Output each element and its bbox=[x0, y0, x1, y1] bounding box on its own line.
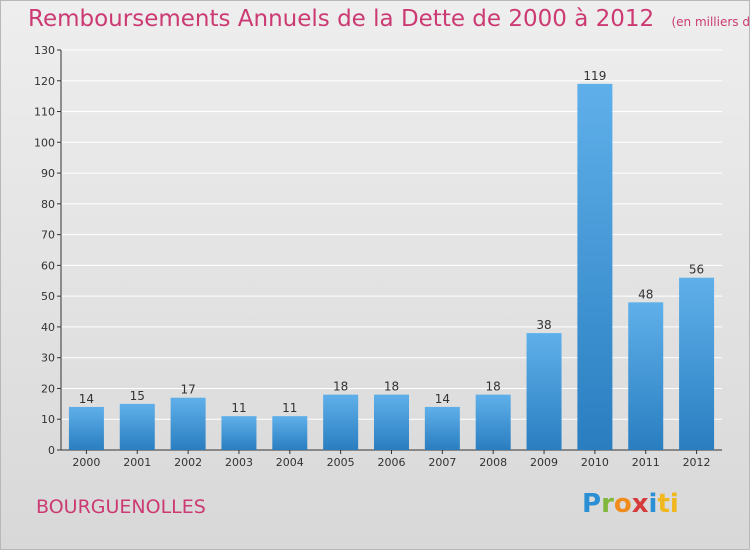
bar[interactable] bbox=[679, 277, 715, 450]
bars bbox=[68, 83, 715, 450]
commune-name: BOURGUENOLLES bbox=[36, 496, 206, 518]
bar-value-label: 48 bbox=[638, 287, 653, 301]
x-tick-label: 2007 bbox=[428, 456, 456, 469]
logo-letter: r bbox=[601, 489, 614, 519]
x-tick-label: 2008 bbox=[479, 456, 507, 469]
y-tick-label: 130 bbox=[34, 44, 55, 57]
y-tick-label: 120 bbox=[34, 75, 55, 88]
bar-value-label: 18 bbox=[486, 380, 501, 394]
proxiti-logo[interactable]: Proxiti bbox=[582, 489, 679, 519]
bar[interactable] bbox=[374, 394, 409, 450]
y-tick-label: 110 bbox=[34, 106, 55, 119]
bar-value-label: 18 bbox=[384, 380, 399, 394]
bar[interactable] bbox=[424, 406, 460, 450]
bar[interactable] bbox=[221, 416, 257, 450]
bar-value-label: 56 bbox=[689, 263, 704, 277]
x-tick-label: 2002 bbox=[174, 456, 202, 469]
bar-value-label: 11 bbox=[282, 401, 297, 415]
bar-value-label: 11 bbox=[231, 401, 246, 415]
x-tick-label: 2001 bbox=[123, 456, 151, 469]
y-tick-label: 30 bbox=[41, 352, 55, 365]
x-tick-label: 2006 bbox=[378, 456, 406, 469]
chart-title-text: Remboursements Annuels de la Dette de 20… bbox=[28, 6, 655, 32]
y-tick-label: 90 bbox=[41, 167, 55, 180]
logo-letter: o bbox=[613, 489, 632, 519]
logo-letter: P bbox=[582, 489, 602, 519]
bar-value-label: 15 bbox=[130, 389, 145, 403]
bar[interactable] bbox=[577, 83, 613, 450]
y-tick-label: 40 bbox=[41, 321, 55, 334]
bar-value-label: 119 bbox=[583, 69, 606, 83]
logo-letter: ti bbox=[657, 489, 679, 519]
bar-value-label: 38 bbox=[536, 318, 551, 332]
chart-title: Remboursements Annuels de la Dette de 20… bbox=[28, 6, 750, 32]
bar[interactable] bbox=[526, 333, 562, 450]
y-tick-label: 70 bbox=[41, 229, 55, 242]
bar-value-label: 18 bbox=[333, 380, 348, 394]
bar-value-label: 14 bbox=[79, 392, 94, 406]
x-tick-label: 2011 bbox=[632, 456, 660, 469]
bar-value-label: 17 bbox=[180, 383, 195, 397]
bar[interactable] bbox=[628, 302, 664, 450]
x-tick-label: 2000 bbox=[72, 456, 100, 469]
y-tick-label: 50 bbox=[41, 290, 55, 303]
chart-unit: (en milliers d'€) bbox=[671, 15, 750, 29]
y-tick-label: 100 bbox=[34, 136, 55, 149]
y-tick-label: 80 bbox=[41, 198, 55, 211]
y-tick-label: 60 bbox=[41, 259, 55, 272]
bar[interactable] bbox=[170, 397, 206, 450]
y-tick-label: 0 bbox=[48, 444, 55, 457]
logo-letter: i bbox=[648, 489, 658, 519]
x-tick-label: 2004 bbox=[276, 456, 304, 469]
bar[interactable] bbox=[272, 416, 308, 450]
labels: 14 2000 15 2001 17 2002 11 2003 11 2004 18 2005 18 20… bbox=[72, 69, 710, 469]
bar[interactable] bbox=[323, 394, 359, 450]
x-tick-label: 2003 bbox=[225, 456, 253, 469]
bar[interactable] bbox=[475, 394, 511, 450]
grid-lines bbox=[61, 49, 722, 420]
y-tick-label: 20 bbox=[41, 382, 55, 395]
y-tick-label: 10 bbox=[41, 413, 55, 426]
bar-value-label: 14 bbox=[435, 392, 450, 406]
bar[interactable] bbox=[68, 406, 104, 450]
x-tick-label: 2005 bbox=[327, 456, 355, 469]
bar[interactable] bbox=[119, 403, 155, 450]
logo-letter: x bbox=[631, 489, 649, 519]
x-tick-label: 2009 bbox=[530, 456, 558, 469]
x-tick-label: 2012 bbox=[683, 456, 711, 469]
x-tick-label: 2010 bbox=[581, 456, 609, 469]
